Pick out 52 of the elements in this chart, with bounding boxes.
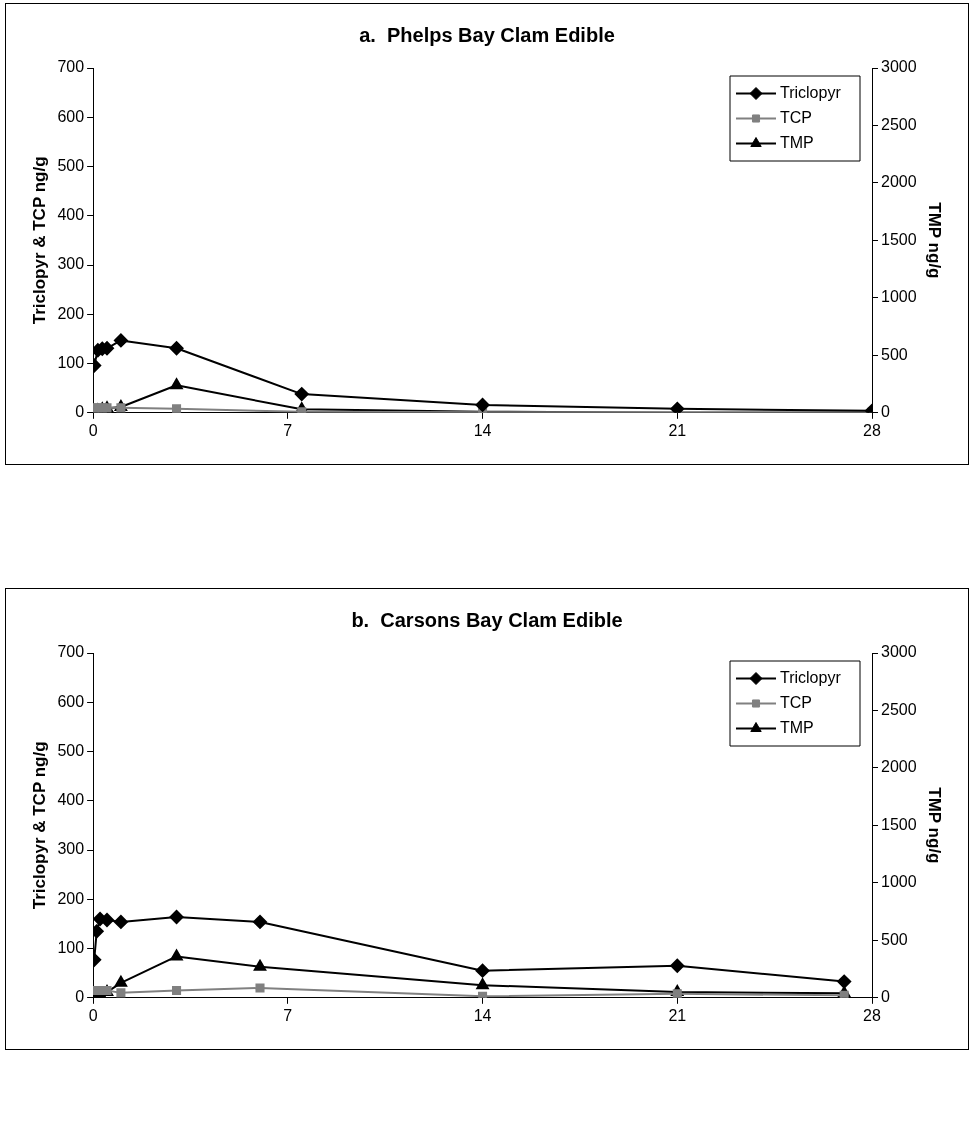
y-tick-label: 300 bbox=[57, 840, 85, 858]
y-tick-label: 600 bbox=[57, 107, 85, 125]
chart-title: b. Carsons Bay Clam Edible bbox=[351, 608, 623, 631]
legend-label: TCP bbox=[780, 693, 813, 711]
x-tick-label: 28 bbox=[863, 1006, 882, 1024]
x-tick-label: 14 bbox=[473, 1006, 492, 1024]
y-tick-label: 0 bbox=[75, 403, 85, 421]
y-tick-label: 100 bbox=[57, 353, 85, 371]
y2-axis-title: TMP ng/g bbox=[925, 202, 945, 279]
x-tick-label: 0 bbox=[88, 421, 98, 439]
x-tick-label: 21 bbox=[668, 421, 687, 439]
y2-tick-label: 3000 bbox=[881, 58, 917, 76]
legend-label: Triclopyr bbox=[780, 668, 842, 686]
x-tick-label: 7 bbox=[283, 1006, 293, 1024]
y-axis-title: Triclopyr & TCP ng/g bbox=[29, 156, 49, 325]
y-tick-label: 700 bbox=[57, 58, 85, 76]
x-tick-label: 21 bbox=[668, 1006, 687, 1024]
y-tick-label: 500 bbox=[57, 741, 85, 759]
y2-tick-label: 2500 bbox=[881, 115, 917, 133]
y2-tick-label: 2500 bbox=[881, 700, 917, 718]
y-tick-label: 700 bbox=[57, 643, 85, 661]
y-tick-label: 400 bbox=[57, 206, 85, 224]
legend-label: TMP bbox=[780, 133, 814, 151]
y-tick-label: 500 bbox=[57, 156, 85, 174]
x-tick-label: 14 bbox=[473, 421, 492, 439]
x-tick-label: 7 bbox=[283, 421, 293, 439]
x-tick-label: 28 bbox=[863, 421, 882, 439]
y-tick-label: 0 bbox=[75, 988, 85, 1006]
y2-tick-label: 0 bbox=[881, 988, 891, 1006]
y-tick-label: 200 bbox=[57, 304, 85, 322]
y2-tick-label: 500 bbox=[881, 930, 908, 948]
y2-tick-label: 1500 bbox=[881, 230, 917, 248]
y2-tick-label: 500 bbox=[881, 345, 908, 363]
y-tick-label: 200 bbox=[57, 889, 85, 907]
y2-tick-label: 2000 bbox=[881, 758, 917, 776]
y2-tick-label: 2000 bbox=[881, 173, 917, 191]
y2-tick-label: 3000 bbox=[881, 643, 917, 661]
y2-tick-label: 0 bbox=[881, 403, 891, 421]
y-axis-title: Triclopyr & TCP ng/g bbox=[29, 741, 49, 910]
y2-axis-title: TMP ng/g bbox=[925, 787, 945, 864]
legend-label: TMP bbox=[780, 718, 814, 736]
legend-label: Triclopyr bbox=[780, 83, 842, 101]
legend-label: TCP bbox=[780, 108, 813, 126]
y-tick-label: 100 bbox=[57, 938, 85, 956]
y-tick-label: 300 bbox=[57, 255, 85, 273]
y2-tick-label: 1000 bbox=[881, 873, 917, 891]
y2-tick-label: 1000 bbox=[881, 288, 917, 306]
chart-title: a. Phelps Bay Clam Edible bbox=[359, 23, 615, 46]
y2-tick-label: 1500 bbox=[881, 815, 917, 833]
y-tick-label: 400 bbox=[57, 791, 85, 809]
x-tick-label: 0 bbox=[88, 1006, 98, 1024]
y-tick-label: 600 bbox=[57, 692, 85, 710]
